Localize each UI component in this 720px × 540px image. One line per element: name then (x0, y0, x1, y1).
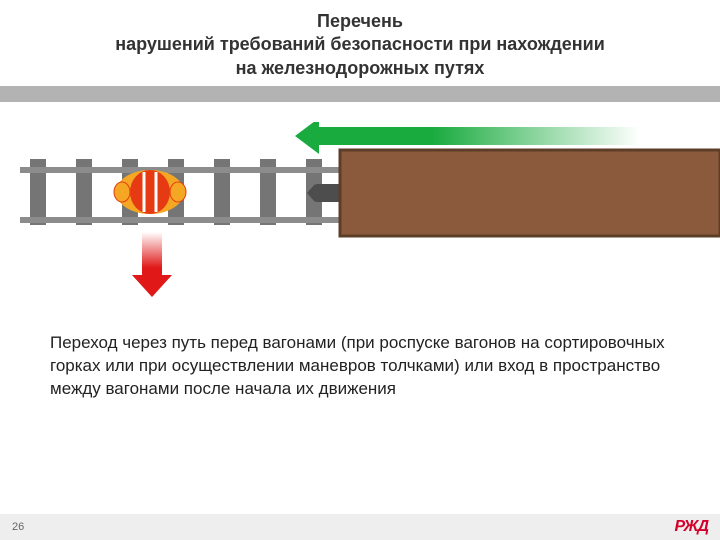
title-line-2: нарушений требований безопасности при на… (20, 33, 700, 56)
page-number: 26 (12, 521, 24, 533)
page-title: Перечень нарушений требований безопаснос… (0, 0, 720, 86)
slide-footer: 26 РЖД (0, 514, 720, 540)
body-text-content: Переход через путь перед вагонами (при р… (50, 333, 665, 398)
violation-description: Переход через путь перед вагонами (при р… (0, 302, 720, 401)
divider-band (0, 86, 720, 102)
safety-diagram (0, 122, 720, 302)
title-line-1: Перечень (20, 10, 700, 33)
rzd-logo: РЖД (675, 518, 708, 536)
title-line-3: на железнодорожных путях (20, 57, 700, 80)
